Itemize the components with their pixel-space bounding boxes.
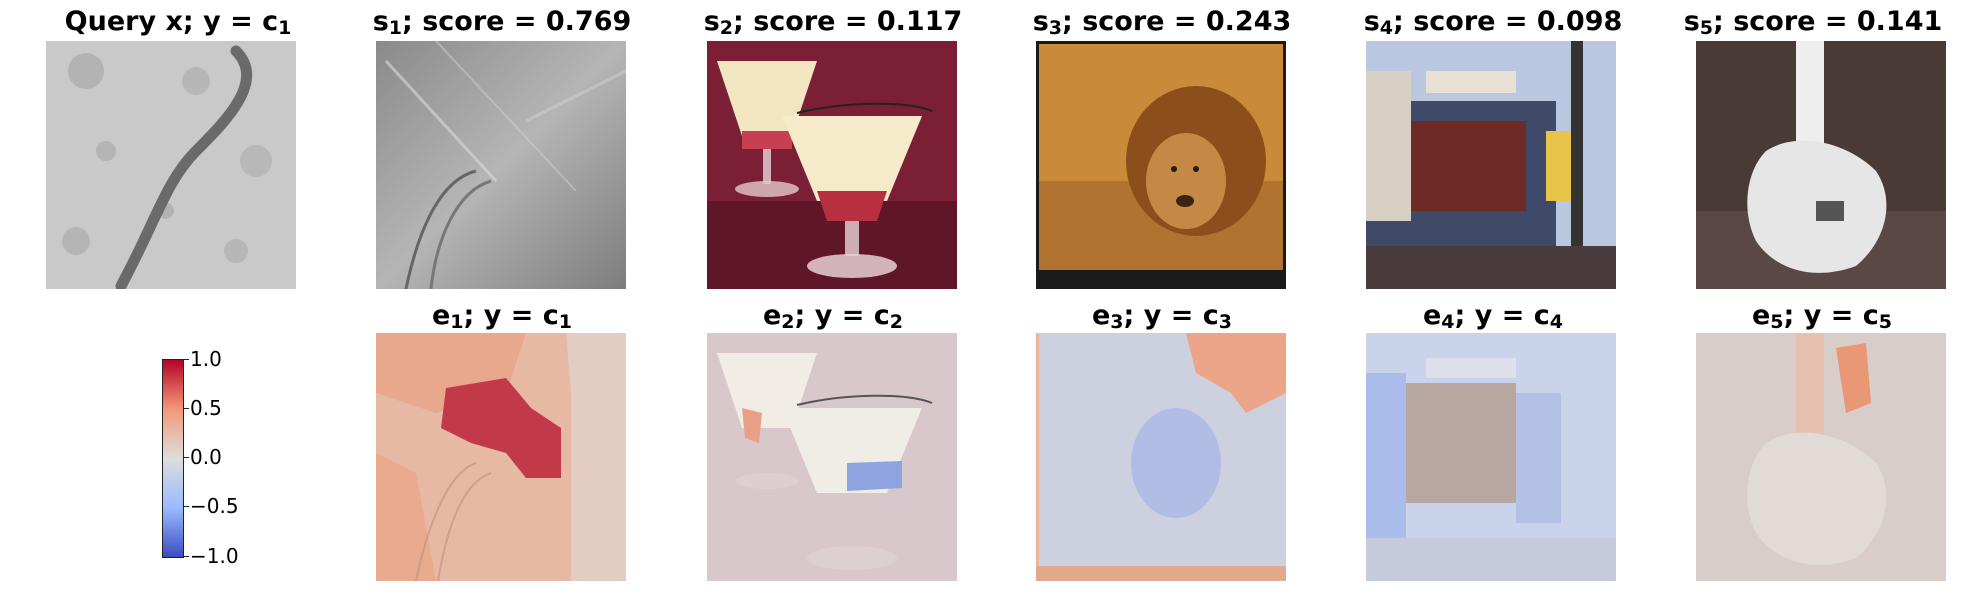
colorbar-tick-label: −0.5 bbox=[190, 494, 239, 518]
title-s5: s5; score = 0.141 bbox=[1683, 6, 1943, 39]
title-s3: s3; score = 0.243 bbox=[1032, 6, 1292, 39]
colorbar-tick bbox=[183, 408, 189, 409]
title-e3: e3; y = c3 bbox=[1091, 300, 1232, 333]
query-image bbox=[46, 41, 296, 289]
support-image-2 bbox=[707, 41, 957, 289]
colorbar-tick-label: 0.0 bbox=[190, 445, 222, 469]
title-e4: e4; y = c4 bbox=[1422, 300, 1563, 333]
support-image-4 bbox=[1366, 41, 1616, 289]
support-image-5 bbox=[1696, 41, 1946, 289]
explanation-map-4 bbox=[1366, 333, 1616, 581]
title-e2: e2; y = c2 bbox=[762, 300, 903, 333]
explanation-map-5 bbox=[1696, 333, 1946, 581]
explanation-map-2 bbox=[707, 333, 957, 581]
title-s1: s1; score = 0.769 bbox=[372, 6, 632, 39]
colorbar-tick bbox=[183, 457, 189, 458]
title-s2: s2; score = 0.117 bbox=[703, 6, 963, 39]
title-e1: e1; y = c1 bbox=[431, 300, 572, 333]
colorbar-tick-label: 0.5 bbox=[190, 396, 222, 420]
support-image-1 bbox=[376, 41, 626, 289]
colorbar-tick-label: −1.0 bbox=[190, 544, 239, 568]
title-s4: s4; score = 0.098 bbox=[1363, 6, 1623, 39]
colorbar-tick bbox=[183, 506, 189, 507]
explanation-map-3 bbox=[1036, 333, 1286, 581]
colorbar-tick bbox=[183, 556, 189, 557]
colorbar-tick-label: 1.0 bbox=[190, 347, 222, 371]
title-e5: e5; y = c5 bbox=[1751, 300, 1892, 333]
support-image-3 bbox=[1036, 41, 1286, 289]
colorbar-tick bbox=[183, 359, 189, 360]
title-query: Query x; y = c1 bbox=[64, 6, 292, 39]
colorbar bbox=[162, 359, 184, 558]
explanation-map-1 bbox=[376, 333, 626, 581]
